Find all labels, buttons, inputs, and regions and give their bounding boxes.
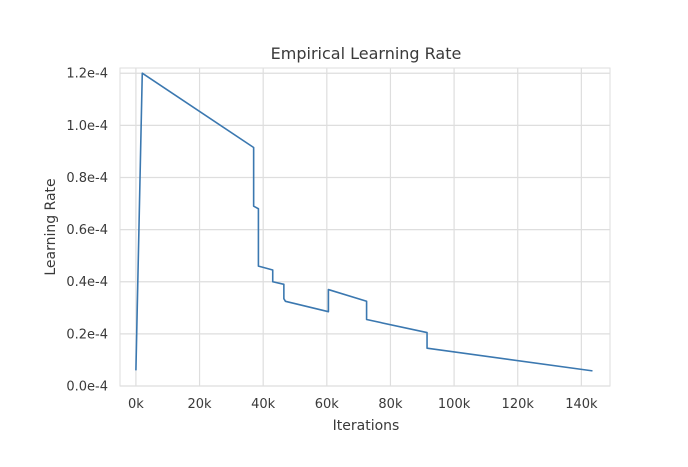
learning-rate-line (135, 72, 593, 372)
chart-title: Empirical Learning Rate (271, 44, 462, 63)
y-axis-ticks: 0.0e-4 0.2e-4 0.4e-4 0.6e-4 0.8e-4 1.0e-4 1.2e… (66, 67, 108, 395)
series-layer (135, 72, 593, 372)
y-tick-label: 0.4e-4 (66, 275, 108, 290)
x-tick-label: 100k (438, 397, 471, 412)
x-tick-label: 20k (188, 397, 213, 412)
x-tick-label: 120k (502, 397, 535, 412)
y-tick-label: 1.0e-4 (66, 119, 108, 134)
y-tick-label: 0.6e-4 (66, 223, 108, 238)
x-tick-label: 0k (128, 397, 144, 412)
y-tick-label: 0.2e-4 (66, 327, 108, 342)
x-axis-title: Iterations (333, 418, 400, 434)
y-tick-label: 0.0e-4 (66, 380, 108, 395)
x-tick-label: 40k (251, 397, 276, 412)
x-tick-label: 80k (378, 397, 403, 412)
plot-area-frame (119, 67, 611, 387)
y-axis-title: Learning Rate (43, 178, 59, 275)
x-tick-label: 140k (565, 397, 598, 412)
y-tick-label: 1.2e-4 (66, 67, 108, 82)
x-tick-label: 60k (315, 397, 340, 412)
x-axis-ticks: 0k 20k 40k 60k 80k 100k 120k 140k (128, 397, 598, 412)
y-tick-label: 0.8e-4 (66, 171, 108, 186)
